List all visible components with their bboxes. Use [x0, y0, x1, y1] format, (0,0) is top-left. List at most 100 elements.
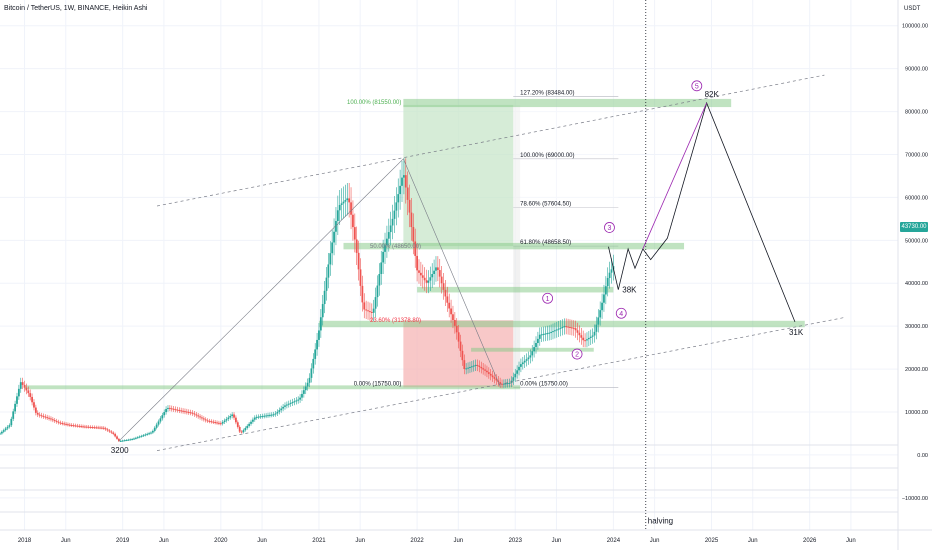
- candle-body: [193, 413, 196, 415]
- candle-body: [431, 273, 434, 278]
- wave-label: 5: [695, 83, 699, 90]
- candle-body: [606, 277, 609, 287]
- candle-body: [586, 339, 588, 341]
- candle-body: [204, 419, 207, 421]
- candle-body: [544, 333, 547, 335]
- candle-body: [520, 364, 522, 367]
- y-tick-label: 70000.00: [905, 152, 928, 158]
- candle-body: [597, 317, 600, 325]
- wave-circle: [691, 80, 703, 92]
- candle-body: [210, 421, 213, 423]
- candle-body: [559, 327, 562, 329]
- candle-body: [461, 350, 464, 361]
- candle-body: [465, 368, 468, 370]
- y-tick-label: 20000.00: [905, 367, 928, 373]
- fib-label: 50.00% (48650.00): [370, 244, 421, 250]
- candle-body: [102, 427, 105, 429]
- candle-body: [268, 414, 271, 416]
- wave-label: 4: [619, 311, 623, 318]
- candle-body: [267, 415, 269, 417]
- candle-body: [284, 405, 286, 407]
- price-band: [24, 385, 521, 390]
- candle-body: [531, 351, 534, 356]
- last-price-badge: 43730.00: [900, 222, 928, 232]
- candle-body: [101, 427, 103, 429]
- candle-body: [467, 367, 469, 369]
- candle-body: [391, 218, 394, 226]
- candle-body: [587, 337, 590, 340]
- fib-zones: [403, 96, 619, 388]
- candle-body: [197, 415, 200, 417]
- y-tick-label: 60000.00: [905, 195, 928, 201]
- candle-body: [557, 328, 560, 330]
- candle-body: [353, 227, 356, 240]
- candle-body: [450, 308, 452, 315]
- x-tick-label: 2022: [410, 538, 424, 544]
- candle-body: [421, 275, 424, 278]
- candle-body: [410, 212, 413, 228]
- candle-body: [440, 276, 443, 284]
- candle-body: [206, 420, 209, 422]
- candle-body: [99, 427, 101, 429]
- candle-body: [338, 205, 341, 211]
- candle-body: [359, 269, 362, 286]
- candle-body: [246, 425, 249, 429]
- candle-body: [550, 331, 553, 333]
- candle-body: [87, 426, 90, 428]
- candle-body: [236, 422, 239, 427]
- candle-body: [119, 440, 122, 442]
- candle-body: [327, 264, 330, 278]
- candle-body: [10, 418, 13, 426]
- candle-body: [402, 175, 405, 178]
- candle-body: [112, 432, 115, 434]
- green-zone: [403, 104, 514, 247]
- y-tick-label: 40000.00: [905, 281, 928, 287]
- candle-body: [380, 262, 383, 274]
- price-band: [318, 320, 805, 328]
- candle-body: [495, 378, 498, 381]
- grid: [0, 0, 898, 530]
- candle-body: [319, 317, 322, 331]
- candle-body: [312, 358, 315, 369]
- candle-body: [4, 428, 7, 431]
- candle-body: [552, 331, 554, 333]
- candle-body: [216, 422, 218, 424]
- candle-body: [508, 382, 511, 384]
- candle-body: [80, 426, 83, 428]
- candle-body: [163, 412, 166, 416]
- candle-body: [565, 326, 568, 328]
- candle-body: [486, 370, 488, 373]
- candle-body: [499, 382, 502, 384]
- candle-body: [442, 283, 445, 290]
- candle-body: [504, 383, 507, 385]
- fib-label: 127.20% (83484.00): [520, 91, 574, 97]
- x-tick-label: Jun: [257, 538, 267, 544]
- candle-body: [155, 424, 158, 428]
- candle-body: [42, 415, 45, 417]
- candle-body: [144, 434, 147, 436]
- candle-body: [503, 383, 505, 385]
- price-band: [343, 242, 685, 250]
- candle-body: [304, 386, 307, 391]
- candle-body: [512, 377, 515, 381]
- candle-body: [133, 438, 135, 440]
- annotations: 100.00% (81550.00) 50.00% (48650.00) 23.60…: [111, 80, 804, 526]
- candle-body: [384, 245, 386, 252]
- candle-body: [208, 420, 211, 422]
- candle-body: [127, 439, 130, 441]
- candle-body: [536, 338, 539, 343]
- trend-line-down: [403, 158, 501, 388]
- candle-body: [14, 403, 16, 412]
- x-tick-label: Jun: [61, 538, 71, 544]
- candle-body: [457, 332, 460, 342]
- candle-body: [167, 407, 169, 409]
- x-tick-label: 2026: [803, 538, 817, 544]
- x-tick-label: 2019: [116, 538, 130, 544]
- candle-body: [584, 340, 586, 342]
- candle-body: [514, 373, 517, 378]
- candle-body: [16, 396, 18, 404]
- candle-body: [444, 289, 447, 297]
- candle-body: [261, 416, 264, 418]
